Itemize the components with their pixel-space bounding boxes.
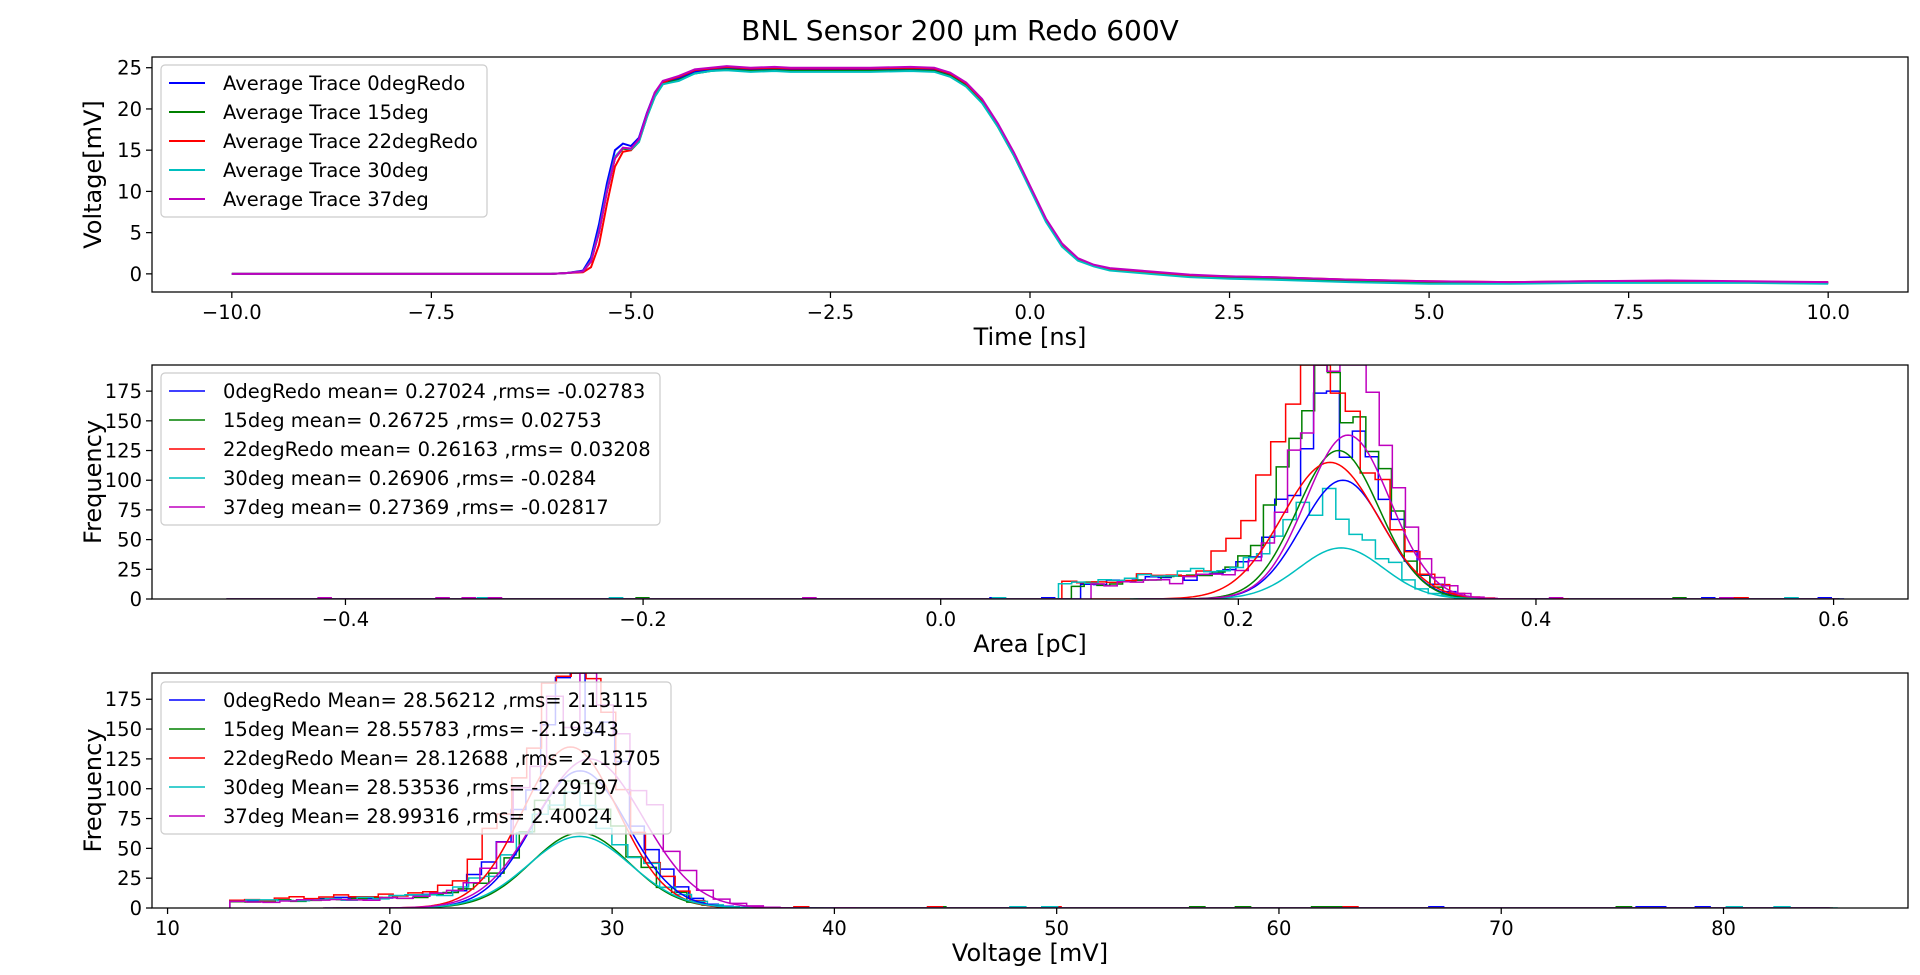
histogram-series-4 [229, 791, 1838, 908]
x-tick-label: 10 [155, 917, 180, 940]
x-tick-label: 0.2 [1223, 608, 1254, 631]
legend-entry-3: 22degRedo mean= 0.26163 ,rms= 0.03208 [223, 438, 651, 461]
x-tick-label: 70 [1489, 917, 1514, 940]
y-tick-label: 15 [117, 139, 142, 162]
legend-1: Average Trace 0degRedo Average Trace 15de… [160, 64, 488, 218]
x-tick-label: 10.0 [1806, 301, 1849, 324]
histogram-series-4 [226, 487, 1838, 599]
y-axis-label: Frequency [79, 729, 107, 853]
legend-entry-1: 0degRedo mean= 0.27024 ,rms= -0.02783 [223, 380, 645, 403]
y-tick-label: 20 [117, 98, 142, 121]
subplot-1: −10.0 −7.5 −5.0 −2.5 0.0 2.5 5.0 7.5 10.0 0 5 10 15 2… [79, 56, 1909, 351]
subplot-2: −0.4 −0.2 0.0 0.2 0.4 0.6 0 25 50 75 100 125 150 175 A… [79, 364, 1909, 658]
y-tick-label: 0 [130, 897, 142, 920]
x-axis-label: Time [ns] [973, 323, 1087, 351]
axes-frame-3 [151, 672, 1909, 909]
y-tick-label: 100 [105, 778, 142, 801]
y-tick-label: 150 [105, 410, 142, 433]
legend-entry-4: 30deg mean= 0.26906 ,rms= -0.0284 [223, 467, 596, 490]
legend-entry-5: 37deg Mean= 28.99316 ,rms= 2.40024 [223, 805, 612, 828]
x-tick-label: 7.5 [1613, 301, 1644, 324]
y-tick-label: 75 [117, 808, 142, 831]
x-tick-label: −5.0 [607, 301, 654, 324]
y-tick-label: 125 [105, 440, 142, 463]
legend-entry-3: 22degRedo Mean= 28.12688 ,rms= 2.13705 [223, 747, 661, 770]
subplot-3: 10 20 30 40 50 60 70 80 0 25 50 75 100 125 150 175 Volta… [79, 672, 1909, 967]
legend-entry-3: Average Trace 22degRedo [223, 130, 478, 153]
legend-2: 0degRedo mean= 0.27024 ,rms= -0.02783 15d… [160, 372, 661, 526]
x-tick-label: 2.5 [1214, 301, 1245, 324]
histogram-series-2 [229, 780, 1830, 908]
y-tick-label: 5 [130, 222, 142, 245]
legend-entry-1: 0degRedo Mean= 28.56212 ,rms= 2.13115 [223, 689, 648, 712]
legend-entry-4: Average Trace 30deg [223, 159, 429, 182]
x-tick-label: 0.4 [1520, 608, 1551, 631]
y-tick-label: 100 [105, 469, 142, 492]
y-tick-label: 0 [130, 588, 142, 611]
axes-frame-2 [151, 364, 1909, 600]
series-line-5 [231, 65, 1829, 284]
y-tick-label: 125 [105, 748, 142, 771]
y-axis-label: Voltage[mV] [79, 100, 107, 249]
y-tick-label: 25 [117, 57, 142, 80]
y-tick-label: 175 [105, 380, 142, 403]
x-tick-label: 80 [1711, 917, 1736, 940]
y-tick-label: 10 [117, 180, 142, 203]
plot-area-1 [231, 65, 1829, 285]
y-tick-label: 150 [105, 718, 142, 741]
x-tick-label: −10.0 [202, 301, 262, 324]
x-tick-label: 5.0 [1414, 301, 1445, 324]
x-tick-label: 30 [600, 917, 625, 940]
x-tick-label: 40 [822, 917, 847, 940]
x-tick-label: 50 [1044, 917, 1069, 940]
legend-entry-2: 15deg Mean= 28.55783 ,rms= -2.19343 [223, 718, 619, 741]
legend-frame [160, 64, 488, 218]
legend-entry-5: Average Trace 37deg [223, 188, 429, 211]
y-tick-label: 25 [117, 867, 142, 890]
x-tick-label: −0.4 [322, 608, 369, 631]
legend-frame [160, 372, 661, 526]
x-tick-label: 60 [1267, 917, 1292, 940]
x-tick-label: 20 [377, 917, 402, 940]
x-tick-label: −7.5 [408, 301, 455, 324]
x-tick-label: −0.2 [619, 608, 666, 631]
legend-entry-2: Average Trace 15deg [223, 101, 429, 124]
y-tick-label: 75 [117, 499, 142, 522]
y-tick-label: 175 [105, 688, 142, 711]
x-tick-label: −2.5 [807, 301, 854, 324]
x-axis-label: Area [pC] [973, 630, 1087, 658]
legend-entry-1: Average Trace 0degRedo [223, 72, 465, 95]
y-tick-label: 0 [130, 263, 142, 286]
y-tick-label: 25 [117, 558, 142, 581]
figure-title: BNL Sensor 200 μm Redo 600V [741, 14, 1179, 47]
histogram-series-3 [229, 673, 1833, 908]
y-tick-label: 50 [117, 837, 142, 860]
legend-entry-2: 15deg mean= 0.26725 ,rms= 0.02753 [223, 409, 602, 432]
y-tick-label: 50 [117, 529, 142, 552]
histogram-series-5 [226, 365, 1838, 599]
legend-entry-5: 37deg mean= 0.27369 ,rms= -0.02817 [223, 496, 609, 519]
histogram-series-1 [226, 390, 1845, 599]
legend-3: 0degRedo Mean= 28.56212 ,rms= 2.13115 15d… [160, 681, 672, 835]
x-tick-label: 0.6 [1818, 608, 1849, 631]
legend-frame [160, 681, 672, 835]
fit-curve-5 [1138, 434, 1558, 599]
x-tick-label: 0.0 [1014, 301, 1045, 324]
y-axis-label: Frequency [79, 420, 107, 544]
x-tick-label: 0.0 [925, 608, 956, 631]
plots: −10.0 −7.5 −5.0 −2.5 0.0 2.5 5.0 7.5 10.0 0 5 10 15 2… [79, 56, 1909, 967]
x-axis-label: Voltage [mV] [952, 939, 1108, 967]
legend-entry-4: 30deg Mean= 28.53536 ,rms= -2.29197 [223, 776, 619, 799]
